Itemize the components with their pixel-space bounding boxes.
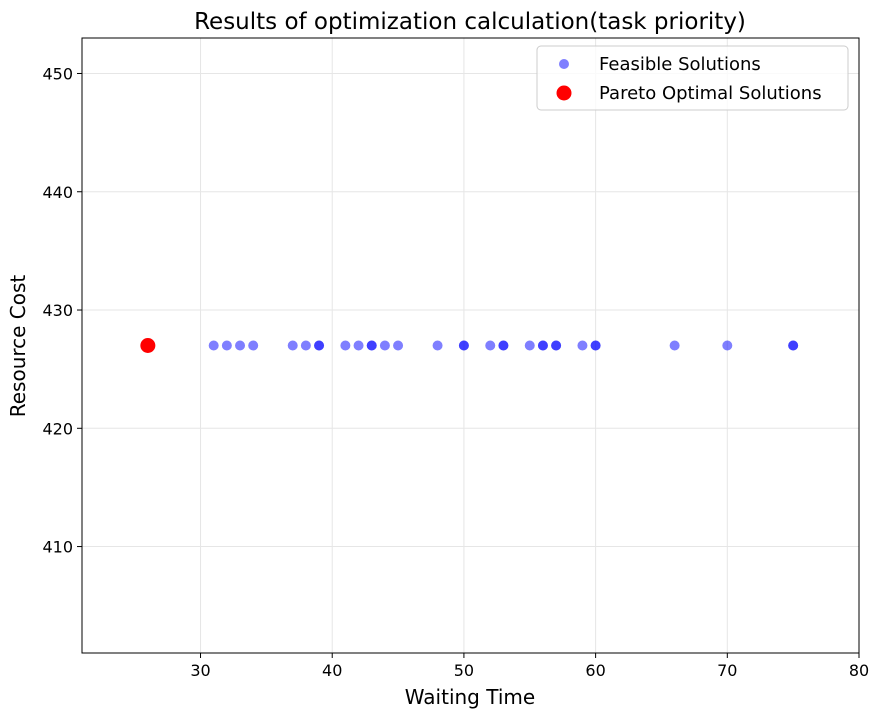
- feasible-solution-point: [524, 340, 535, 351]
- feasible-solution-point: [366, 340, 377, 351]
- feasible-solution-point: [669, 340, 680, 351]
- legend-marker-pareto: [556, 85, 572, 101]
- legend: Feasible Solutions Pareto Optimal Soluti…: [536, 45, 849, 111]
- feasible-solution-point: [353, 340, 364, 351]
- feasible-solution-point: [577, 340, 588, 351]
- chart-title: Results of optimization calculation(task…: [194, 9, 746, 35]
- feasible-solution-point: [590, 340, 601, 351]
- x-tick-label: 80: [849, 661, 869, 680]
- feasible-solution-point: [498, 340, 509, 351]
- y-axis-label: Resource Cost: [6, 275, 30, 418]
- feasible-solution-point: [551, 340, 562, 351]
- plot-frame: [81, 37, 860, 654]
- feasible-solution-point: [722, 340, 733, 351]
- feasible-solution-point: [208, 340, 219, 351]
- x-tick-label: 30: [190, 661, 210, 680]
- axis-ticks: 30 40 50 60 70 80 410 420 430 440 450: [42, 64, 869, 680]
- feasible-solution-point: [235, 340, 246, 351]
- y-tick-label: 420: [42, 419, 73, 438]
- data-points: [140, 338, 799, 353]
- legend-marker-feasible: [559, 59, 569, 69]
- legend-box: [536, 45, 849, 111]
- feasible-solution-point: [221, 340, 232, 351]
- y-tick-label: 450: [42, 64, 73, 83]
- x-tick-label: 50: [454, 661, 474, 680]
- feasible-solution-point: [788, 340, 799, 351]
- feasible-solution-point: [314, 340, 325, 351]
- y-tick-label: 410: [42, 538, 73, 557]
- feasible-solution-point: [379, 340, 390, 351]
- feasible-solution-point: [458, 340, 469, 351]
- y-tick-label: 430: [42, 301, 73, 320]
- y-tick-label: 440: [42, 183, 73, 202]
- feasible-solution-point: [287, 340, 298, 351]
- feasible-solution-point: [485, 340, 496, 351]
- feasible-solution-point: [300, 340, 311, 351]
- pareto-optimal-point: [140, 338, 156, 353]
- x-tick-label: 40: [322, 661, 342, 680]
- x-tick-label: 60: [585, 661, 605, 680]
- feasible-solution-point: [340, 340, 351, 351]
- feasible-solution-point: [248, 340, 259, 351]
- feasible-solution-point: [393, 340, 404, 351]
- feasible-solution-point: [537, 340, 548, 351]
- x-tick-label: 70: [717, 661, 737, 680]
- x-axis-label: Waiting Time: [405, 685, 535, 709]
- legend-label-feasible: Feasible Solutions: [599, 54, 761, 75]
- legend-label-pareto: Pareto Optimal Solutions: [599, 83, 822, 104]
- feasible-solution-point: [432, 340, 443, 351]
